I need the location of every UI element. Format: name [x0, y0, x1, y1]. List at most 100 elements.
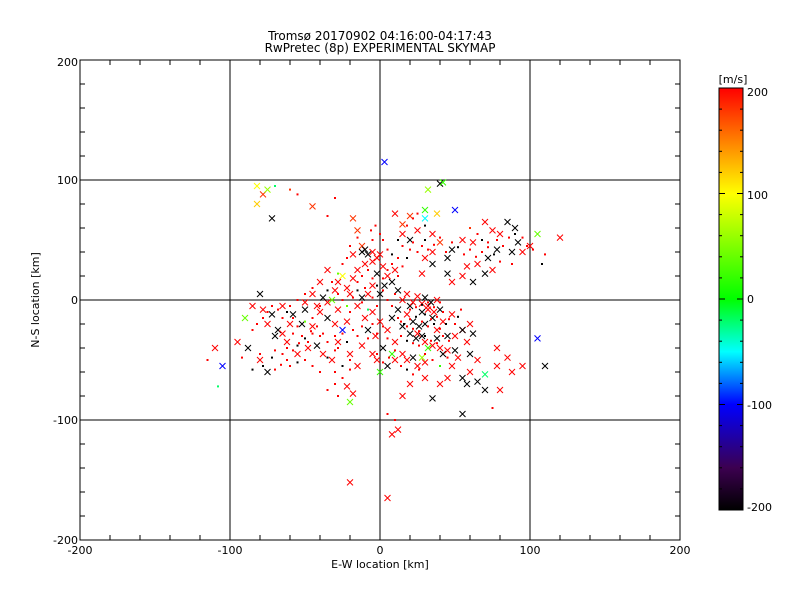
data-point-cross — [339, 272, 346, 280]
data-point-cross — [436, 239, 444, 246]
data-point-dot — [421, 320, 423, 323]
data-point-dot — [361, 325, 363, 328]
y-tick-label: 0 — [71, 294, 78, 307]
data-point-cross — [388, 431, 396, 438]
data-point-dot — [431, 359, 434, 361]
data-point-cross — [324, 266, 331, 274]
data-point-cross — [418, 270, 426, 277]
data-point-dot — [433, 323, 435, 325]
data-point-dot — [301, 335, 303, 337]
data-point-dot — [406, 224, 408, 227]
data-point-cross — [519, 248, 526, 256]
data-point-cross — [219, 362, 226, 370]
data-point-dot — [289, 365, 291, 367]
data-point-dot — [541, 263, 543, 265]
data-point-dot — [457, 246, 459, 249]
data-point-cross — [364, 290, 372, 298]
data-point-dot — [382, 239, 384, 241]
data-point-dot — [496, 239, 498, 241]
data-point-cross — [331, 320, 339, 328]
data-point-dot — [296, 325, 299, 328]
data-point-dot — [334, 383, 336, 385]
data-point-cross — [418, 300, 426, 307]
data-point-dot — [400, 335, 402, 337]
data-point-dot — [418, 344, 420, 347]
data-point-cross — [388, 314, 396, 322]
data-point-cross — [379, 263, 387, 270]
data-point-cross — [421, 215, 429, 222]
data-point-cross — [463, 338, 471, 346]
data-point-cross — [493, 246, 501, 253]
x-tick-label: 200 — [670, 544, 691, 557]
data-point-cross — [469, 239, 477, 246]
data-point-dot — [487, 241, 489, 244]
data-point-cross — [376, 251, 384, 258]
data-point-dot — [206, 359, 209, 361]
data-point-dot — [334, 335, 336, 337]
data-point-cross — [448, 278, 456, 286]
data-point-cross — [361, 314, 369, 322]
data-point-cross — [319, 294, 327, 301]
data-point-dot — [367, 308, 369, 311]
data-point-dot — [259, 353, 261, 355]
data-point-cross — [384, 494, 391, 502]
data-point-dot — [376, 332, 378, 335]
data-point-dot — [416, 251, 419, 253]
data-point-dot — [289, 305, 291, 307]
data-point-cross — [424, 186, 432, 193]
data-point-cross — [346, 350, 354, 358]
data-points — [206, 158, 564, 502]
data-point-cross — [313, 342, 321, 349]
data-point-cross — [319, 350, 327, 358]
data-point-cross — [421, 374, 429, 382]
data-point-dot — [439, 365, 441, 367]
data-point-dot — [481, 251, 483, 253]
data-point-cross — [358, 294, 366, 301]
data-point-dot — [388, 356, 390, 359]
data-point-cross — [484, 254, 492, 262]
data-point-dot — [442, 335, 444, 337]
data-point-dot — [361, 301, 363, 304]
data-point-dot — [421, 245, 423, 247]
data-point-dot — [281, 317, 284, 319]
data-point-cross — [361, 260, 369, 268]
data-point-dot — [292, 349, 294, 352]
data-point-cross — [424, 344, 432, 352]
data-point-dot — [406, 339, 408, 342]
data-point-cross — [388, 278, 396, 286]
data-point-cross — [493, 344, 501, 352]
data-point-dot — [418, 330, 420, 333]
data-point-cross — [346, 398, 354, 406]
data-point-dot — [382, 277, 384, 280]
data-point-cross — [466, 350, 474, 358]
data-point-cross — [334, 278, 342, 286]
data-point-dot — [304, 320, 306, 323]
chart-subtitle: RwPretec (8p) EXPERIMENTAL SKYMAP — [265, 41, 496, 55]
data-point-cross — [448, 362, 456, 370]
data-point-cross — [244, 344, 252, 352]
data-point-cross — [459, 236, 466, 244]
data-point-cross — [271, 332, 279, 340]
data-point-dot — [511, 263, 513, 265]
data-point-cross — [354, 362, 361, 370]
data-point-cross — [448, 311, 456, 318]
data-point-cross — [514, 239, 522, 246]
data-point-dot — [331, 281, 333, 283]
data-point-cross — [444, 254, 451, 262]
data-point-dot — [371, 296, 374, 299]
data-point-cross — [399, 296, 406, 304]
data-point-dot — [367, 269, 369, 271]
data-point-dot — [266, 311, 269, 313]
data-point-cross — [349, 251, 357, 258]
data-point-cross — [421, 254, 429, 262]
data-point-cross — [376, 290, 384, 298]
data-point-cross — [334, 306, 342, 313]
data-point-dot — [397, 239, 399, 241]
data-point-dot — [371, 277, 374, 280]
data-point-cross — [466, 320, 474, 328]
data-point-cross — [459, 410, 466, 418]
data-point-cross — [354, 266, 361, 274]
data-point-dot — [454, 323, 456, 325]
data-point-cross — [324, 314, 331, 322]
data-point-cross — [448, 246, 456, 253]
